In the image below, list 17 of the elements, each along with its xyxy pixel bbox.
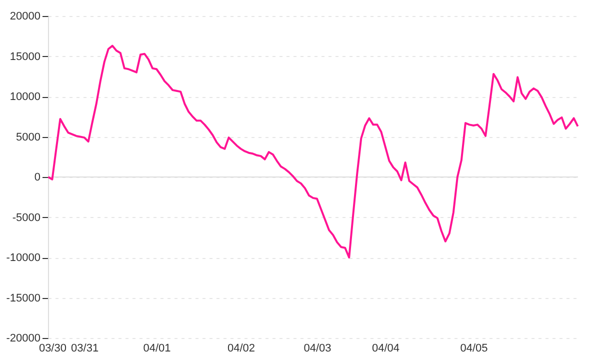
y-tick-label: -5000 [12, 212, 40, 224]
line-series [47, 44, 579, 258]
x-tick-label: 04/03 [304, 342, 332, 354]
x-tick-label: 03/31 [71, 342, 99, 354]
y-tick-label: 10000 [10, 91, 40, 103]
x-tick-label: 04/04 [372, 342, 400, 354]
y-tick-label: 5000 [16, 131, 40, 144]
y-tick-label: -20000 [6, 332, 40, 344]
x-tick-label: 03/30 [38, 342, 66, 354]
y-tick-label: 20000 [10, 10, 40, 22]
x-tick-label: 04/05 [460, 342, 488, 354]
x-tick-label: 04/01 [143, 342, 171, 354]
x-tick-label: 04/02 [228, 342, 256, 354]
y-tick-label: -10000 [6, 252, 40, 264]
y-tick-label: -15000 [6, 292, 40, 304]
y-tick-label: 15000 [10, 50, 40, 63]
y-tick-label: 0 [34, 172, 40, 184]
